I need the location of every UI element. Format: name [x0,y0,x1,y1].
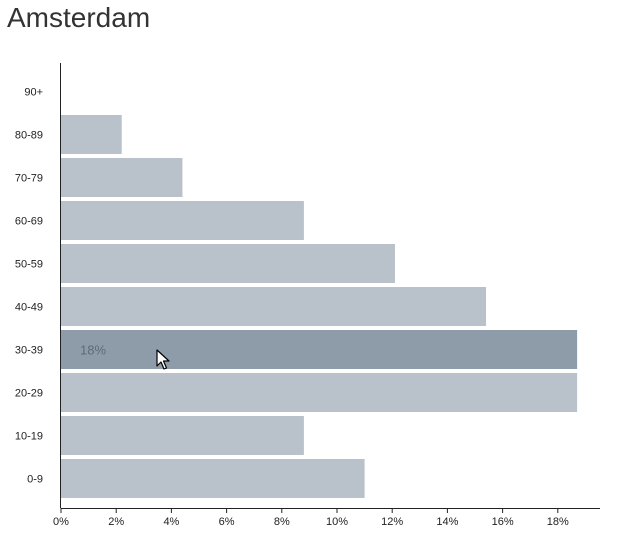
x-tick-label: 10% [326,516,348,528]
x-tick-label: 16% [492,516,514,528]
x-axis: 0% 2% 4% 6% 8% 10% 12% 14% 16% 18% [53,508,600,528]
category-labels: 90+ 80-89 70-79 60-69 50-59 40-49 30-39 20-29 10… [15,87,43,486]
x-tick-label: 2% [108,516,124,528]
category-label-80-89: 80-89 [15,130,43,142]
category-label-70-79: 70-79 [15,173,43,185]
bar-30-39[interactable] [61,330,578,369]
category-label-10-19: 10-19 [15,431,43,443]
bar-20-29[interactable] [61,373,578,412]
bars-group [61,115,578,498]
x-tick-label: 12% [381,516,403,528]
chart-title: Amsterdam [7,2,151,33]
category-label-40-49: 40-49 [15,302,43,314]
bar-70-79[interactable] [61,158,183,197]
bar-50-59[interactable] [61,244,395,283]
category-label-50-59: 50-59 [15,259,43,271]
x-tick-label: 4% [163,516,179,528]
mouse-cursor-icon [156,349,170,370]
x-tick-label: 18% [547,516,569,528]
bar-10-19[interactable] [61,416,304,455]
x-tick-label: 6% [219,516,235,528]
x-tick-label: 8% [274,516,290,528]
bar-value-label: 18% [80,343,106,358]
category-label-30-39: 30-39 [15,345,43,357]
category-label-90+: 90+ [24,87,43,99]
category-label-60-69: 60-69 [15,216,43,228]
bar-0-9[interactable] [61,459,365,498]
bar-value-labels: 18% [80,343,106,358]
category-label-20-29: 20-29 [15,388,43,400]
bar-60-69[interactable] [61,201,304,240]
category-label-0-9: 0-9 [27,474,43,486]
x-tick-label: 0% [53,516,69,528]
bar-80-89[interactable] [61,115,122,154]
bar-40-49[interactable] [61,287,487,326]
x-tick-label: 14% [436,516,458,528]
